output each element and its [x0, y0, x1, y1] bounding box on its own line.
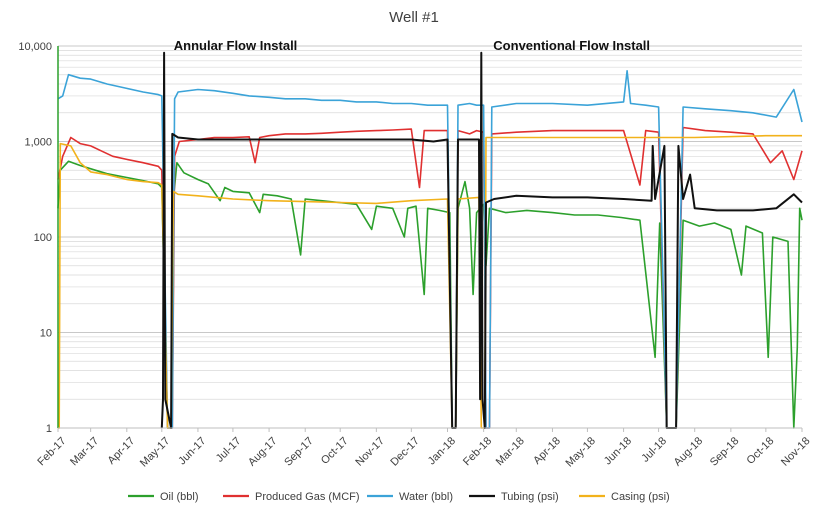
series-line-gas — [57, 126, 803, 429]
x-tick-label: Feb-17 — [35, 435, 68, 468]
x-tick-label: Mar-18 — [494, 435, 527, 468]
y-tick-label: 10 — [40, 328, 52, 340]
x-tick-label: May-17 — [138, 435, 172, 469]
y-tick-label: 1 — [46, 423, 52, 435]
series-line-oil — [57, 160, 803, 429]
y-tick-label: 1,000 — [24, 137, 52, 149]
x-tick-label: Jul-18 — [639, 435, 669, 465]
x-tick-label: Apr-17 — [106, 435, 138, 467]
x-tick-label: Jun-17 — [176, 435, 208, 467]
series-line-casing — [58, 134, 802, 429]
x-tick-label: Oct-18 — [745, 435, 777, 467]
x-tick-label: Sep-17 — [282, 435, 316, 469]
x-tick-label: Feb-18 — [461, 435, 494, 468]
x-tick-label: Apr-18 — [531, 435, 563, 467]
series-line-tubing — [160, 51, 803, 429]
x-tick-label: Nov-17 — [353, 435, 387, 469]
series-line-water — [57, 70, 803, 429]
chart-title: Well #1 — [389, 9, 439, 26]
annotations: Annular Flow Install Conventional Flow In… — [174, 38, 650, 53]
x-tick-label: Sep-18 — [708, 435, 742, 469]
x-tick-label: Jun-18 — [602, 435, 634, 467]
annotation-label: Annular Flow Install — [174, 38, 298, 53]
legend-label-water: Water (bbl) — [399, 491, 453, 503]
x-tick-label: May-18 — [564, 435, 598, 469]
x-tick-label: Nov-18 — [779, 435, 813, 469]
legend-label-tubing: Tubing (psi) — [501, 491, 559, 503]
x-axis-ticks: Feb-17 Mar-17 Apr-17 May-17 Jun-17 Jul-17 Aug-… — [35, 428, 813, 470]
x-tick-label: Mar-17 — [68, 435, 101, 468]
legend-label-oil: Oil (bbl) — [160, 491, 199, 503]
series-lines — [57, 51, 803, 429]
annotation-label: Conventional Flow Install — [493, 38, 650, 53]
y-tick-label: 100 — [34, 232, 52, 244]
legend-label-gas: Produced Gas (MCF) — [255, 491, 360, 503]
x-tick-label: Aug-18 — [672, 435, 706, 469]
gridlines — [58, 45, 802, 429]
x-tick-label: Oct-17 — [319, 435, 351, 467]
x-tick-label: Jul-17 — [214, 435, 244, 465]
legend: Oil (bbl) Produced Gas (MCF) Water (bbl) Tu… — [128, 491, 670, 503]
legend-label-casing: Casing (psi) — [611, 491, 670, 503]
x-tick-label: Aug-17 — [246, 435, 280, 469]
x-tick-label: Jan-18 — [426, 435, 458, 467]
x-tick-label: Dec-17 — [388, 435, 422, 469]
y-axis-ticks: 10,000 1,000 100 10 1 — [18, 41, 52, 435]
y-tick-label: 10,000 — [18, 41, 52, 53]
